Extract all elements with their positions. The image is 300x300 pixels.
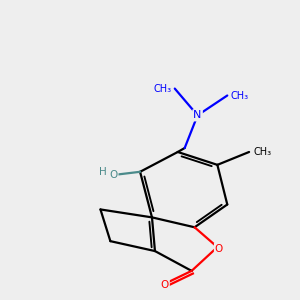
Text: H: H <box>99 167 107 177</box>
Text: O: O <box>110 170 118 180</box>
Text: CH₃: CH₃ <box>154 84 172 94</box>
Text: CH₃: CH₃ <box>254 147 272 157</box>
Text: O: O <box>215 244 223 254</box>
Text: CH₃: CH₃ <box>230 91 248 100</box>
Text: N: N <box>194 110 202 120</box>
Text: O: O <box>161 280 169 290</box>
